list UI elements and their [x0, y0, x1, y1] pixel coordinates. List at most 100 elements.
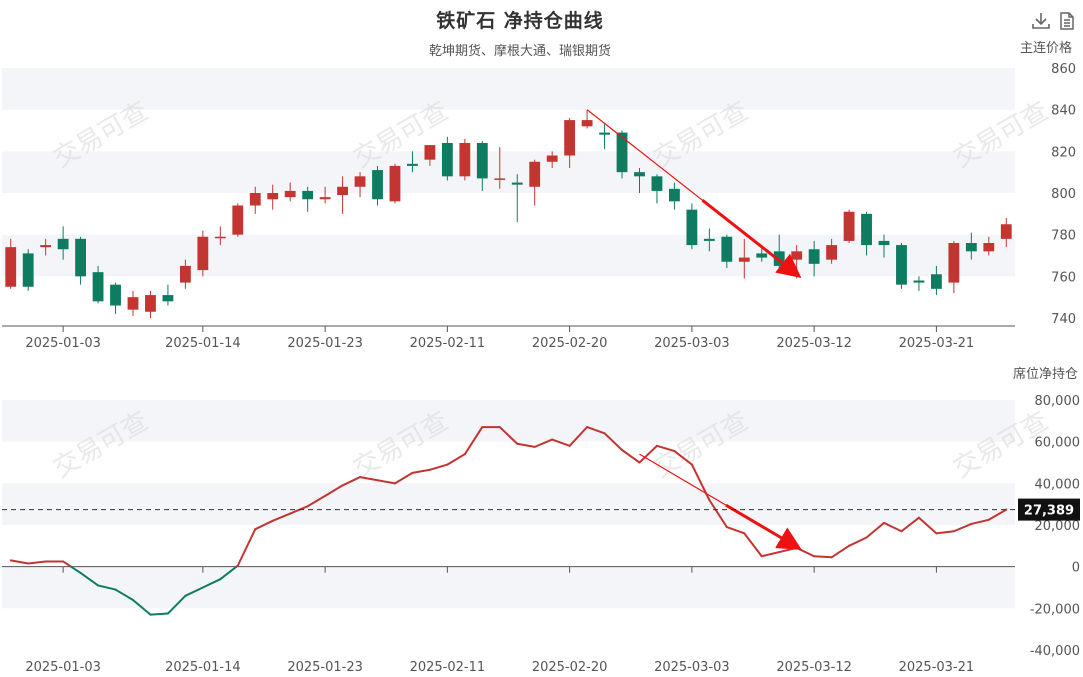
chart-title: 铁矿石 净持仓曲线 — [436, 10, 604, 32]
candle-body — [372, 170, 383, 200]
candle-body — [808, 249, 820, 264]
candle-body — [843, 211, 855, 241]
candle-body — [599, 132, 610, 135]
price-x-tick-label: 2025-02-20 — [532, 336, 608, 351]
candle-body — [75, 238, 87, 277]
candle-body — [546, 155, 558, 162]
candle-body — [424, 145, 436, 160]
candle-body — [913, 280, 925, 283]
candle-body — [5, 247, 17, 287]
candle-body — [791, 251, 803, 260]
candle-body — [110, 284, 121, 306]
candle-body — [634, 172, 645, 177]
net-x-tick-label: 2025-01-14 — [165, 660, 241, 675]
grid-band — [2, 566, 1015, 609]
net-y-axis-label: 席位净持仓 — [1013, 366, 1078, 382]
candle-body — [896, 245, 907, 285]
net-line-segment — [795, 546, 816, 558]
net-x-tick-label: 2025-03-03 — [654, 660, 730, 675]
net-line-segment — [865, 521, 886, 539]
net-line-segment — [848, 536, 868, 547]
candle-body — [581, 120, 593, 127]
grid-band — [2, 151, 1015, 193]
net-line-segment — [533, 438, 554, 448]
chart-subtitle: 乾坤期货、摩根大通、瑞银期货 — [428, 44, 611, 59]
price-trend-arrow-thin — [586, 109, 703, 201]
candle-body — [162, 295, 174, 302]
candle-body — [878, 240, 890, 246]
candle-body — [197, 236, 209, 271]
candle-body — [756, 253, 768, 258]
net-line-segment — [463, 426, 484, 456]
net-line-segment — [79, 571, 100, 587]
net-line-segment — [778, 546, 798, 554]
net-x-tick-label: 2025-02-20 — [532, 660, 608, 675]
candle-body — [407, 163, 418, 166]
net-x-tick-label: 2025-03-21 — [899, 660, 975, 675]
net-line-segment — [184, 586, 204, 597]
candle-body — [214, 236, 226, 239]
net-line-segment — [131, 599, 152, 616]
net-y-tick-label: -40,000 — [1030, 644, 1080, 659]
net-line-segment — [201, 578, 222, 589]
candle-body — [721, 236, 733, 262]
document-icon[interactable] — [1056, 10, 1078, 32]
net-line-segment — [900, 516, 920, 533]
current-value-label: 27,389 — [1024, 504, 1074, 519]
net-x-tick-label: 2025-01-23 — [287, 660, 363, 675]
candle-body — [284, 190, 296, 198]
candle-body — [354, 176, 366, 187]
net-line-segment — [725, 526, 746, 535]
net-line-segment — [236, 528, 257, 567]
candle-body — [616, 132, 628, 173]
candle-body — [249, 193, 261, 206]
candle-body — [669, 188, 680, 202]
candle-body — [127, 297, 139, 310]
net-y-tick-label: 0 — [1072, 561, 1080, 576]
net-line-segment — [970, 518, 990, 525]
price-x-tick-label: 2025-02-11 — [410, 336, 486, 351]
net-line-segment — [603, 432, 624, 451]
axes-layer: 740 760 780 800 820 840 860 主连价格 2025-01-03 2025-… — [2, 40, 1080, 675]
candle-body — [22, 253, 34, 287]
candle-body — [57, 238, 69, 250]
net-line-segment — [883, 521, 903, 533]
net-line-segment — [586, 426, 606, 435]
net-line-segment — [114, 588, 134, 601]
net-line-segment — [638, 444, 658, 464]
net-line-segment — [551, 438, 571, 447]
candle-body — [738, 257, 750, 262]
download-icon[interactable] — [1030, 10, 1052, 32]
net-line-segment — [219, 565, 238, 581]
candle-body — [476, 143, 488, 179]
candle-body — [511, 182, 523, 185]
candle-body — [529, 161, 541, 187]
net-y-tick-label: 20,000 — [1035, 519, 1081, 534]
price-y-tick-label: 760 — [1051, 270, 1076, 285]
net-line-segment — [498, 426, 519, 445]
net-line-segment — [568, 426, 589, 447]
net-line-segment — [411, 468, 431, 474]
current-value-badge — [1018, 498, 1080, 521]
price-y-axis-label: 主连价格 — [1020, 40, 1072, 56]
net-line-segment — [987, 508, 1008, 521]
candle-body — [983, 243, 995, 252]
candle-body — [179, 265, 191, 283]
price-x-tick-label: 2025-01-14 — [165, 336, 241, 351]
trend-arrows — [586, 109, 802, 550]
net-line-segment — [830, 544, 851, 559]
net-line-segment — [708, 499, 728, 529]
net-line-segment — [393, 471, 414, 485]
candle-body — [686, 209, 698, 246]
candle-body — [441, 143, 453, 177]
candle-body — [826, 245, 838, 260]
price-y-tick-label: 740 — [1051, 312, 1076, 327]
candle-body — [494, 178, 506, 180]
candle-body — [651, 176, 663, 191]
candle-body — [267, 193, 279, 200]
price-y-tick-label: 820 — [1051, 145, 1076, 160]
net-line-segment — [376, 479, 396, 485]
candle-body — [337, 186, 348, 196]
